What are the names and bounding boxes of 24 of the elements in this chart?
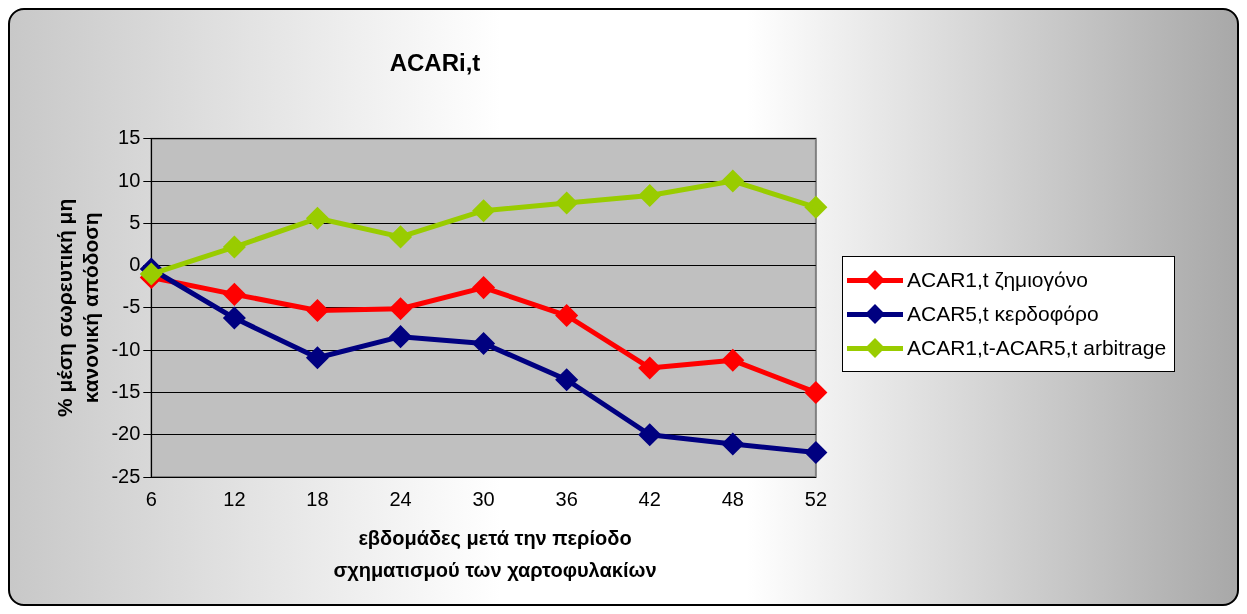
legend-label: ACAR1,t ζημιογόνο xyxy=(907,268,1088,292)
x-tick-label: 24 xyxy=(389,487,412,510)
y-tick-label: -10 xyxy=(111,337,141,360)
y-tick-label: 15 xyxy=(118,126,141,149)
x-tick-label: 52 xyxy=(804,487,827,510)
y-tick-label: -5 xyxy=(122,295,141,318)
y-axis-title: % μέση σωρευτική μη κανονική απόδοση xyxy=(53,198,102,418)
x-tick-label: 18 xyxy=(306,487,329,510)
legend-label: ACAR1,t-ACAR5,t arbitrage xyxy=(907,336,1167,360)
legend-label: ACAR5,t κερδοφόρο xyxy=(907,302,1099,326)
y-tick-label: -25 xyxy=(111,464,141,487)
y-tick-label: 10 xyxy=(118,168,141,191)
x-tick-label: 12 xyxy=(223,487,246,510)
x-tick-label: 42 xyxy=(638,487,661,510)
y-tick-label: -15 xyxy=(111,379,141,402)
y-tick-label: -20 xyxy=(111,422,141,445)
chart-title: ACARi,t xyxy=(389,49,481,77)
x-axis-title: εβδομάδες μετά την περίοδο σχηματισμού των χαρτοφυλακίων xyxy=(332,526,658,583)
x-tick-label: 6 xyxy=(145,487,157,510)
y-tick-label: 0 xyxy=(129,253,141,276)
x-tick-label: 36 xyxy=(555,487,578,510)
x-tick-label: 30 xyxy=(472,487,495,510)
x-tick-label: 48 xyxy=(721,487,744,510)
y-tick-label: 5 xyxy=(129,210,141,233)
